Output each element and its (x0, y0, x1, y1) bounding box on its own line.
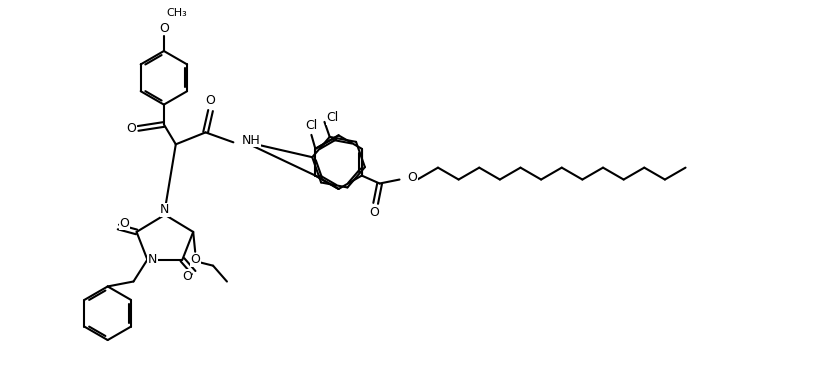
Text: O: O (368, 206, 378, 219)
Text: O: O (407, 171, 417, 184)
Text: CH₃: CH₃ (165, 8, 186, 18)
Text: O: O (119, 216, 129, 229)
Text: NH: NH (241, 134, 260, 147)
Text: O: O (159, 22, 169, 35)
Text: Cl: Cl (326, 111, 338, 124)
Text: O: O (190, 253, 200, 266)
Text: O: O (126, 122, 136, 135)
Text: O: O (205, 94, 215, 107)
Text: O: O (182, 270, 191, 283)
Text: N: N (160, 203, 170, 216)
Text: N: N (147, 253, 157, 266)
Text: Cl: Cl (305, 120, 317, 132)
